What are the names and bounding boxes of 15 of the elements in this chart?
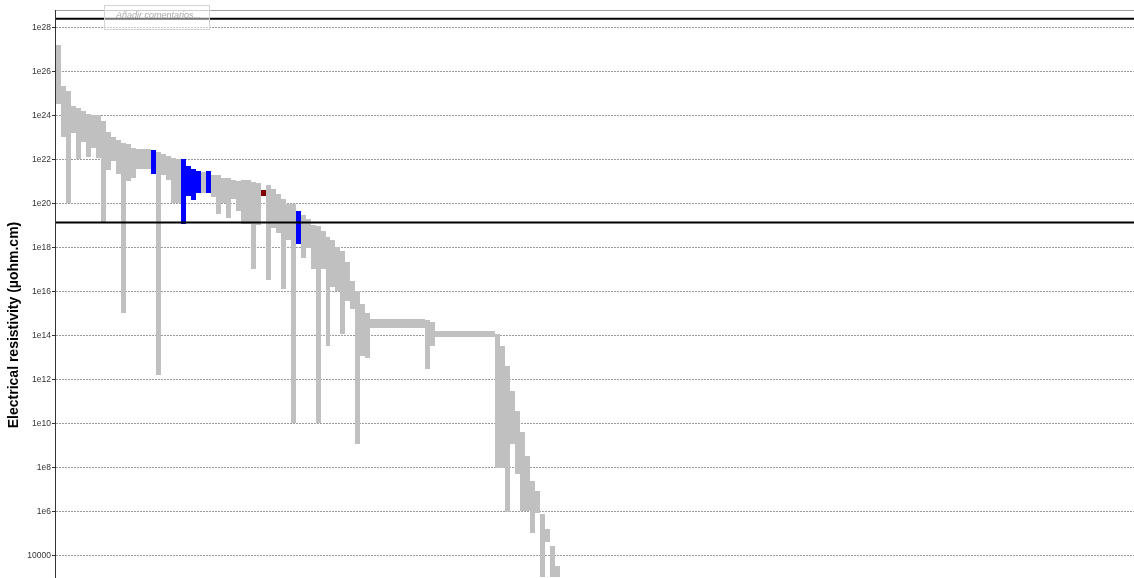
y-tick-label: 1e6 [36, 505, 52, 516]
y-tick-label: 1e22 [32, 154, 52, 165]
y-tick-label: 1e28 [32, 22, 52, 33]
y-tick-label: 1e8 [36, 462, 52, 472]
y-axis-title: Electrical resistivity (µohm.cm) [5, 221, 21, 429]
y-tick-label: 1e18 [32, 242, 52, 253]
y-tick-label: 1e20 [32, 198, 52, 209]
y-tick-label: 1e16 [32, 286, 52, 297]
y-tick-label: 1e26 [32, 66, 52, 77]
y-tick-label: 10000 [27, 549, 52, 560]
y-tick-label: 1e24 [32, 110, 52, 121]
y-tick-label: 1e12 [32, 374, 52, 385]
y-tick-label: 1e10 [32, 418, 52, 429]
annotation: Añadir comentarios... [115, 9, 202, 20]
y-tick-label: 1e14 [32, 330, 52, 341]
